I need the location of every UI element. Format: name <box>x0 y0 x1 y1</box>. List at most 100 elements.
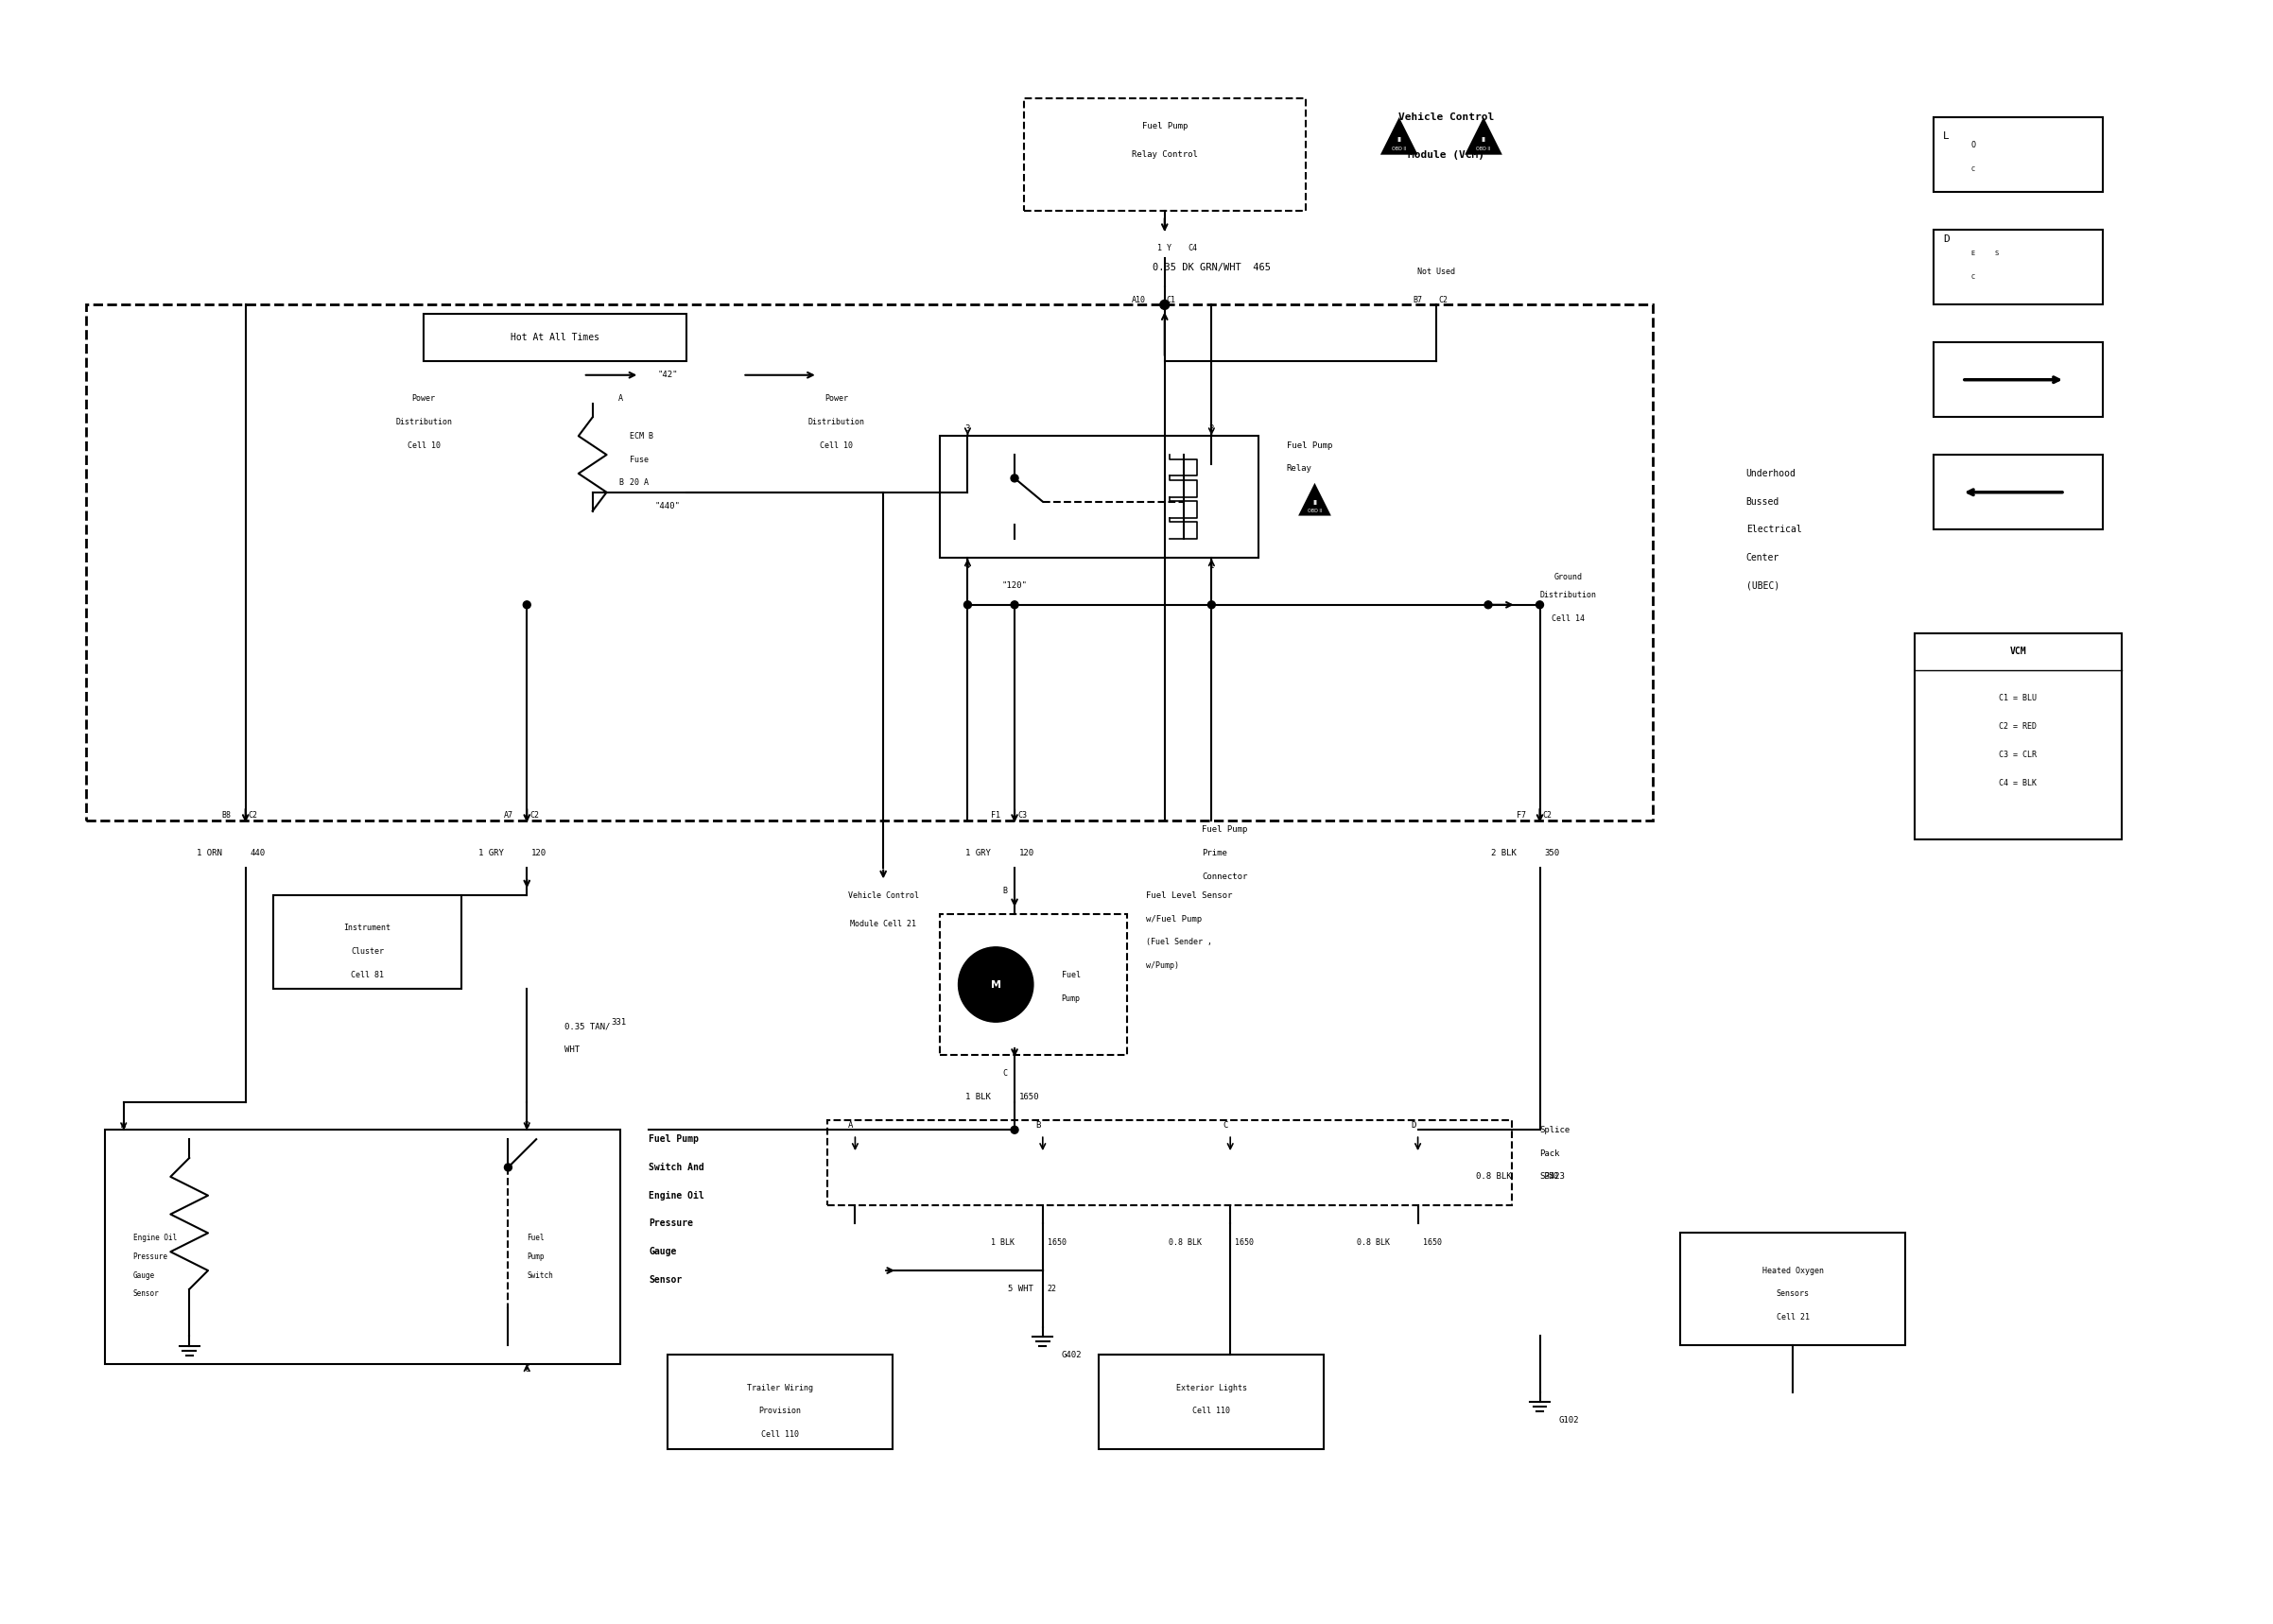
Text: 22: 22 <box>1048 1285 1057 1293</box>
Text: Engine Oil: Engine Oil <box>648 1190 705 1200</box>
Text: 4: 4 <box>966 562 971 570</box>
Circle shape <box>1011 601 1018 609</box>
Text: 2: 2 <box>1209 424 1214 432</box>
Text: 1650: 1650 <box>1423 1237 1441 1247</box>
Text: Hot At All Times: Hot At All Times <box>511 333 600 343</box>
Text: C4: C4 <box>1189 244 1198 253</box>
Text: Gauge: Gauge <box>134 1272 155 1280</box>
Text: Heated Oxygen: Heated Oxygen <box>1762 1267 1823 1275</box>
Text: Pump: Pump <box>1061 994 1080 1004</box>
Text: w/Fuel Pump: w/Fuel Pump <box>1146 914 1202 922</box>
Text: w/Pump): w/Pump) <box>1146 961 1180 970</box>
Polygon shape <box>1298 482 1332 516</box>
Text: ECM B: ECM B <box>630 432 655 440</box>
Text: OBD II: OBD II <box>1475 146 1491 151</box>
Text: Pressure: Pressure <box>134 1252 168 1260</box>
Text: C2: C2 <box>248 812 257 820</box>
Text: Splice: Splice <box>1539 1125 1571 1134</box>
Text: D: D <box>1412 1121 1416 1129</box>
Text: Not Used: Not Used <box>1418 268 1455 276</box>
Text: C: C <box>525 1364 530 1374</box>
Text: 120: 120 <box>532 849 548 857</box>
Text: Electrical: Electrical <box>1746 525 1802 534</box>
Text: Vehicle Control: Vehicle Control <box>848 892 918 900</box>
Text: 1 BLK: 1 BLK <box>991 1237 1014 1247</box>
Text: Cell 81: Cell 81 <box>350 971 384 979</box>
Text: C2: C2 <box>530 812 539 820</box>
Circle shape <box>1484 601 1491 609</box>
Text: Module (VCM): Module (VCM) <box>1407 149 1484 159</box>
Text: O: O <box>1971 141 1975 149</box>
Text: 1 BLK: 1 BLK <box>966 1093 991 1101</box>
Text: Provision: Provision <box>759 1406 802 1416</box>
Text: S: S <box>1996 250 1998 257</box>
Text: Power: Power <box>411 395 436 403</box>
Bar <box>1934 455 2103 529</box>
Text: Fuse: Fuse <box>630 455 650 464</box>
Text: Cell 10: Cell 10 <box>821 442 852 450</box>
Text: 1 GRY: 1 GRY <box>966 849 991 857</box>
Text: A: A <box>618 395 623 403</box>
Text: 0.8 BLK: 0.8 BLK <box>1168 1237 1202 1247</box>
Text: 1 GRY: 1 GRY <box>477 849 502 857</box>
Text: (Fuel Sender ,: (Fuel Sender , <box>1146 939 1212 947</box>
Text: Switch And: Switch And <box>648 1163 705 1173</box>
Bar <box>668 1354 893 1449</box>
Text: Cell 110: Cell 110 <box>1193 1406 1230 1416</box>
Circle shape <box>1011 474 1018 482</box>
Polygon shape <box>1464 117 1502 154</box>
Bar <box>939 914 1127 1056</box>
Bar <box>1680 1233 1905 1346</box>
Text: Cell 21: Cell 21 <box>1777 1314 1809 1322</box>
Text: Underhood: Underhood <box>1746 469 1796 477</box>
Text: Vehicle Control: Vehicle Control <box>1398 112 1493 122</box>
Text: Instrument: Instrument <box>343 924 391 932</box>
Circle shape <box>1207 601 1216 609</box>
Text: Module Cell 21: Module Cell 21 <box>850 919 916 927</box>
Text: 120: 120 <box>1018 849 1034 857</box>
Text: II: II <box>1396 136 1402 143</box>
Text: Prime: Prime <box>1202 849 1227 857</box>
Bar <box>1934 229 2103 305</box>
Text: A: A <box>848 1121 852 1129</box>
Bar <box>1914 633 2121 840</box>
Text: 1650: 1650 <box>1018 1093 1039 1101</box>
Text: Cluster: Cluster <box>350 947 384 957</box>
Text: 3: 3 <box>966 424 971 432</box>
Text: 331: 331 <box>611 1018 627 1026</box>
Text: Engine Oil: Engine Oil <box>134 1234 177 1242</box>
Text: Fuel Pump: Fuel Pump <box>1141 122 1187 132</box>
Text: Fuel Pump: Fuel Pump <box>1287 442 1332 450</box>
Text: 1: 1 <box>1209 562 1214 570</box>
Text: C1: C1 <box>1166 296 1175 304</box>
Text: Relay: Relay <box>1287 464 1312 473</box>
Text: C2 = RED: C2 = RED <box>2000 723 2037 731</box>
Text: C1 = BLU: C1 = BLU <box>2000 695 2037 703</box>
Text: Switch: Switch <box>527 1272 552 1280</box>
Text: Fuel: Fuel <box>527 1234 543 1242</box>
Text: Fuel: Fuel <box>1061 971 1080 979</box>
Text: 0.8 BLK: 0.8 BLK <box>1357 1237 1389 1247</box>
Text: A: A <box>120 1121 125 1129</box>
Text: 1650: 1650 <box>1234 1237 1255 1247</box>
Text: Fuel Pump: Fuel Pump <box>648 1135 698 1143</box>
Text: Trailer Wiring: Trailer Wiring <box>748 1384 814 1392</box>
Text: Fuel Pump: Fuel Pump <box>1202 825 1248 835</box>
Text: L: L <box>1943 132 1950 141</box>
Text: B: B <box>1002 887 1007 895</box>
Text: Ground: Ground <box>1555 572 1582 581</box>
Text: A7: A7 <box>502 812 514 820</box>
Text: C: C <box>1971 274 1975 279</box>
Bar <box>827 1121 1512 1205</box>
Text: Cell 110: Cell 110 <box>761 1431 800 1439</box>
Text: Relay Control: Relay Control <box>1132 151 1198 159</box>
Text: Pressure: Pressure <box>648 1220 693 1228</box>
Text: 350: 350 <box>1543 849 1559 857</box>
Text: D: D <box>1943 234 1950 244</box>
Circle shape <box>1537 601 1543 609</box>
Bar <box>105 1130 621 1364</box>
Text: B7: B7 <box>1414 296 1423 304</box>
Text: OBD II: OBD II <box>1307 508 1323 513</box>
Text: Distribution: Distribution <box>807 417 864 425</box>
Text: Power: Power <box>825 395 848 403</box>
